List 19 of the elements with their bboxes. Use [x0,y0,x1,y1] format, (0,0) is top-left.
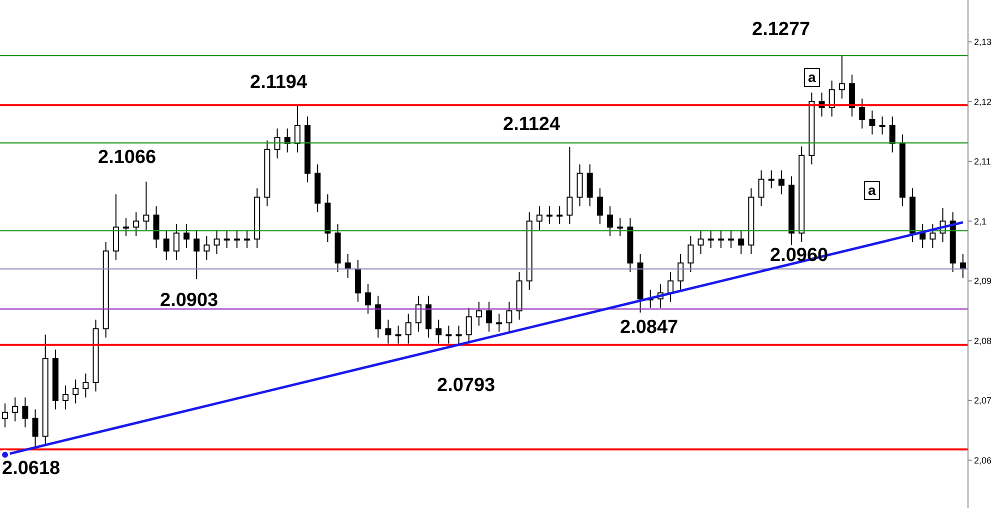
annotation: 2.0903 [160,290,218,312]
y-tick-label: 2,08 [974,336,992,346]
y-tick-label: 2,13 [974,37,992,48]
y-tick-label: 2,1 [974,216,987,226]
y-tick-label: 2,11 [974,156,991,167]
annotation: 2.1194 [250,72,308,94]
y-tick-label: 2,09 [974,276,992,286]
y-tick-label: 2,06 [974,455,992,466]
annotation: 2.0793 [437,375,496,397]
y-tick-label: 2,12 [974,96,992,107]
annotation: 2.0960 [770,245,828,267]
annotation: 2.0847 [620,317,678,339]
annotation: 2.1066 [98,147,156,169]
annotation: 2.1124 [503,114,560,136]
annotation: a [864,181,880,200]
annotation: 2.0618 [2,458,60,480]
annotation: a [804,68,820,87]
y-tick-label: 2,07 [974,396,992,406]
annotation: 2.1277 [752,19,810,41]
